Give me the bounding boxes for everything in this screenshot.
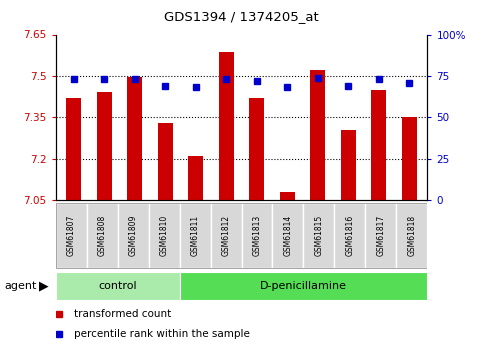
Bar — [127, 77, 142, 200]
Text: GSM61808: GSM61808 — [98, 215, 107, 256]
Text: GSM61812: GSM61812 — [222, 215, 230, 256]
Bar — [401, 117, 417, 200]
Text: ▶: ▶ — [39, 280, 48, 293]
Text: GSM61813: GSM61813 — [253, 215, 261, 256]
Bar — [86, 203, 117, 268]
Bar — [97, 92, 112, 200]
Bar — [56, 273, 180, 300]
Text: D-penicillamine: D-penicillamine — [260, 282, 347, 291]
Text: agent: agent — [5, 282, 37, 291]
Bar — [56, 203, 86, 268]
Text: GSM61818: GSM61818 — [408, 215, 416, 256]
Bar — [157, 123, 173, 200]
Text: GDS1394 / 1374205_at: GDS1394 / 1374205_at — [164, 10, 319, 23]
Text: percentile rank within the sample: percentile rank within the sample — [74, 329, 250, 339]
Text: GSM61815: GSM61815 — [314, 215, 324, 256]
Text: GSM61811: GSM61811 — [190, 215, 199, 256]
Bar — [249, 98, 264, 200]
Text: GSM61816: GSM61816 — [345, 215, 355, 256]
Bar — [272, 203, 303, 268]
Bar — [371, 90, 386, 200]
Bar — [341, 130, 356, 200]
Text: GSM61807: GSM61807 — [67, 215, 75, 256]
Bar — [117, 203, 149, 268]
Text: GSM61809: GSM61809 — [128, 215, 138, 256]
Bar — [180, 203, 211, 268]
Bar — [219, 52, 234, 200]
Text: transformed count: transformed count — [74, 309, 171, 319]
Bar — [242, 203, 272, 268]
Bar — [188, 156, 203, 200]
Text: GSM61810: GSM61810 — [159, 215, 169, 256]
Bar — [366, 203, 397, 268]
Bar — [280, 192, 295, 200]
Bar — [66, 98, 82, 200]
Bar — [180, 273, 427, 300]
Bar — [335, 203, 366, 268]
Text: control: control — [98, 282, 137, 291]
Bar — [310, 70, 326, 200]
Text: GSM61814: GSM61814 — [284, 215, 293, 256]
Bar — [303, 203, 335, 268]
Text: GSM61817: GSM61817 — [376, 215, 385, 256]
Bar — [211, 203, 242, 268]
Bar — [397, 203, 427, 268]
Bar — [149, 203, 180, 268]
